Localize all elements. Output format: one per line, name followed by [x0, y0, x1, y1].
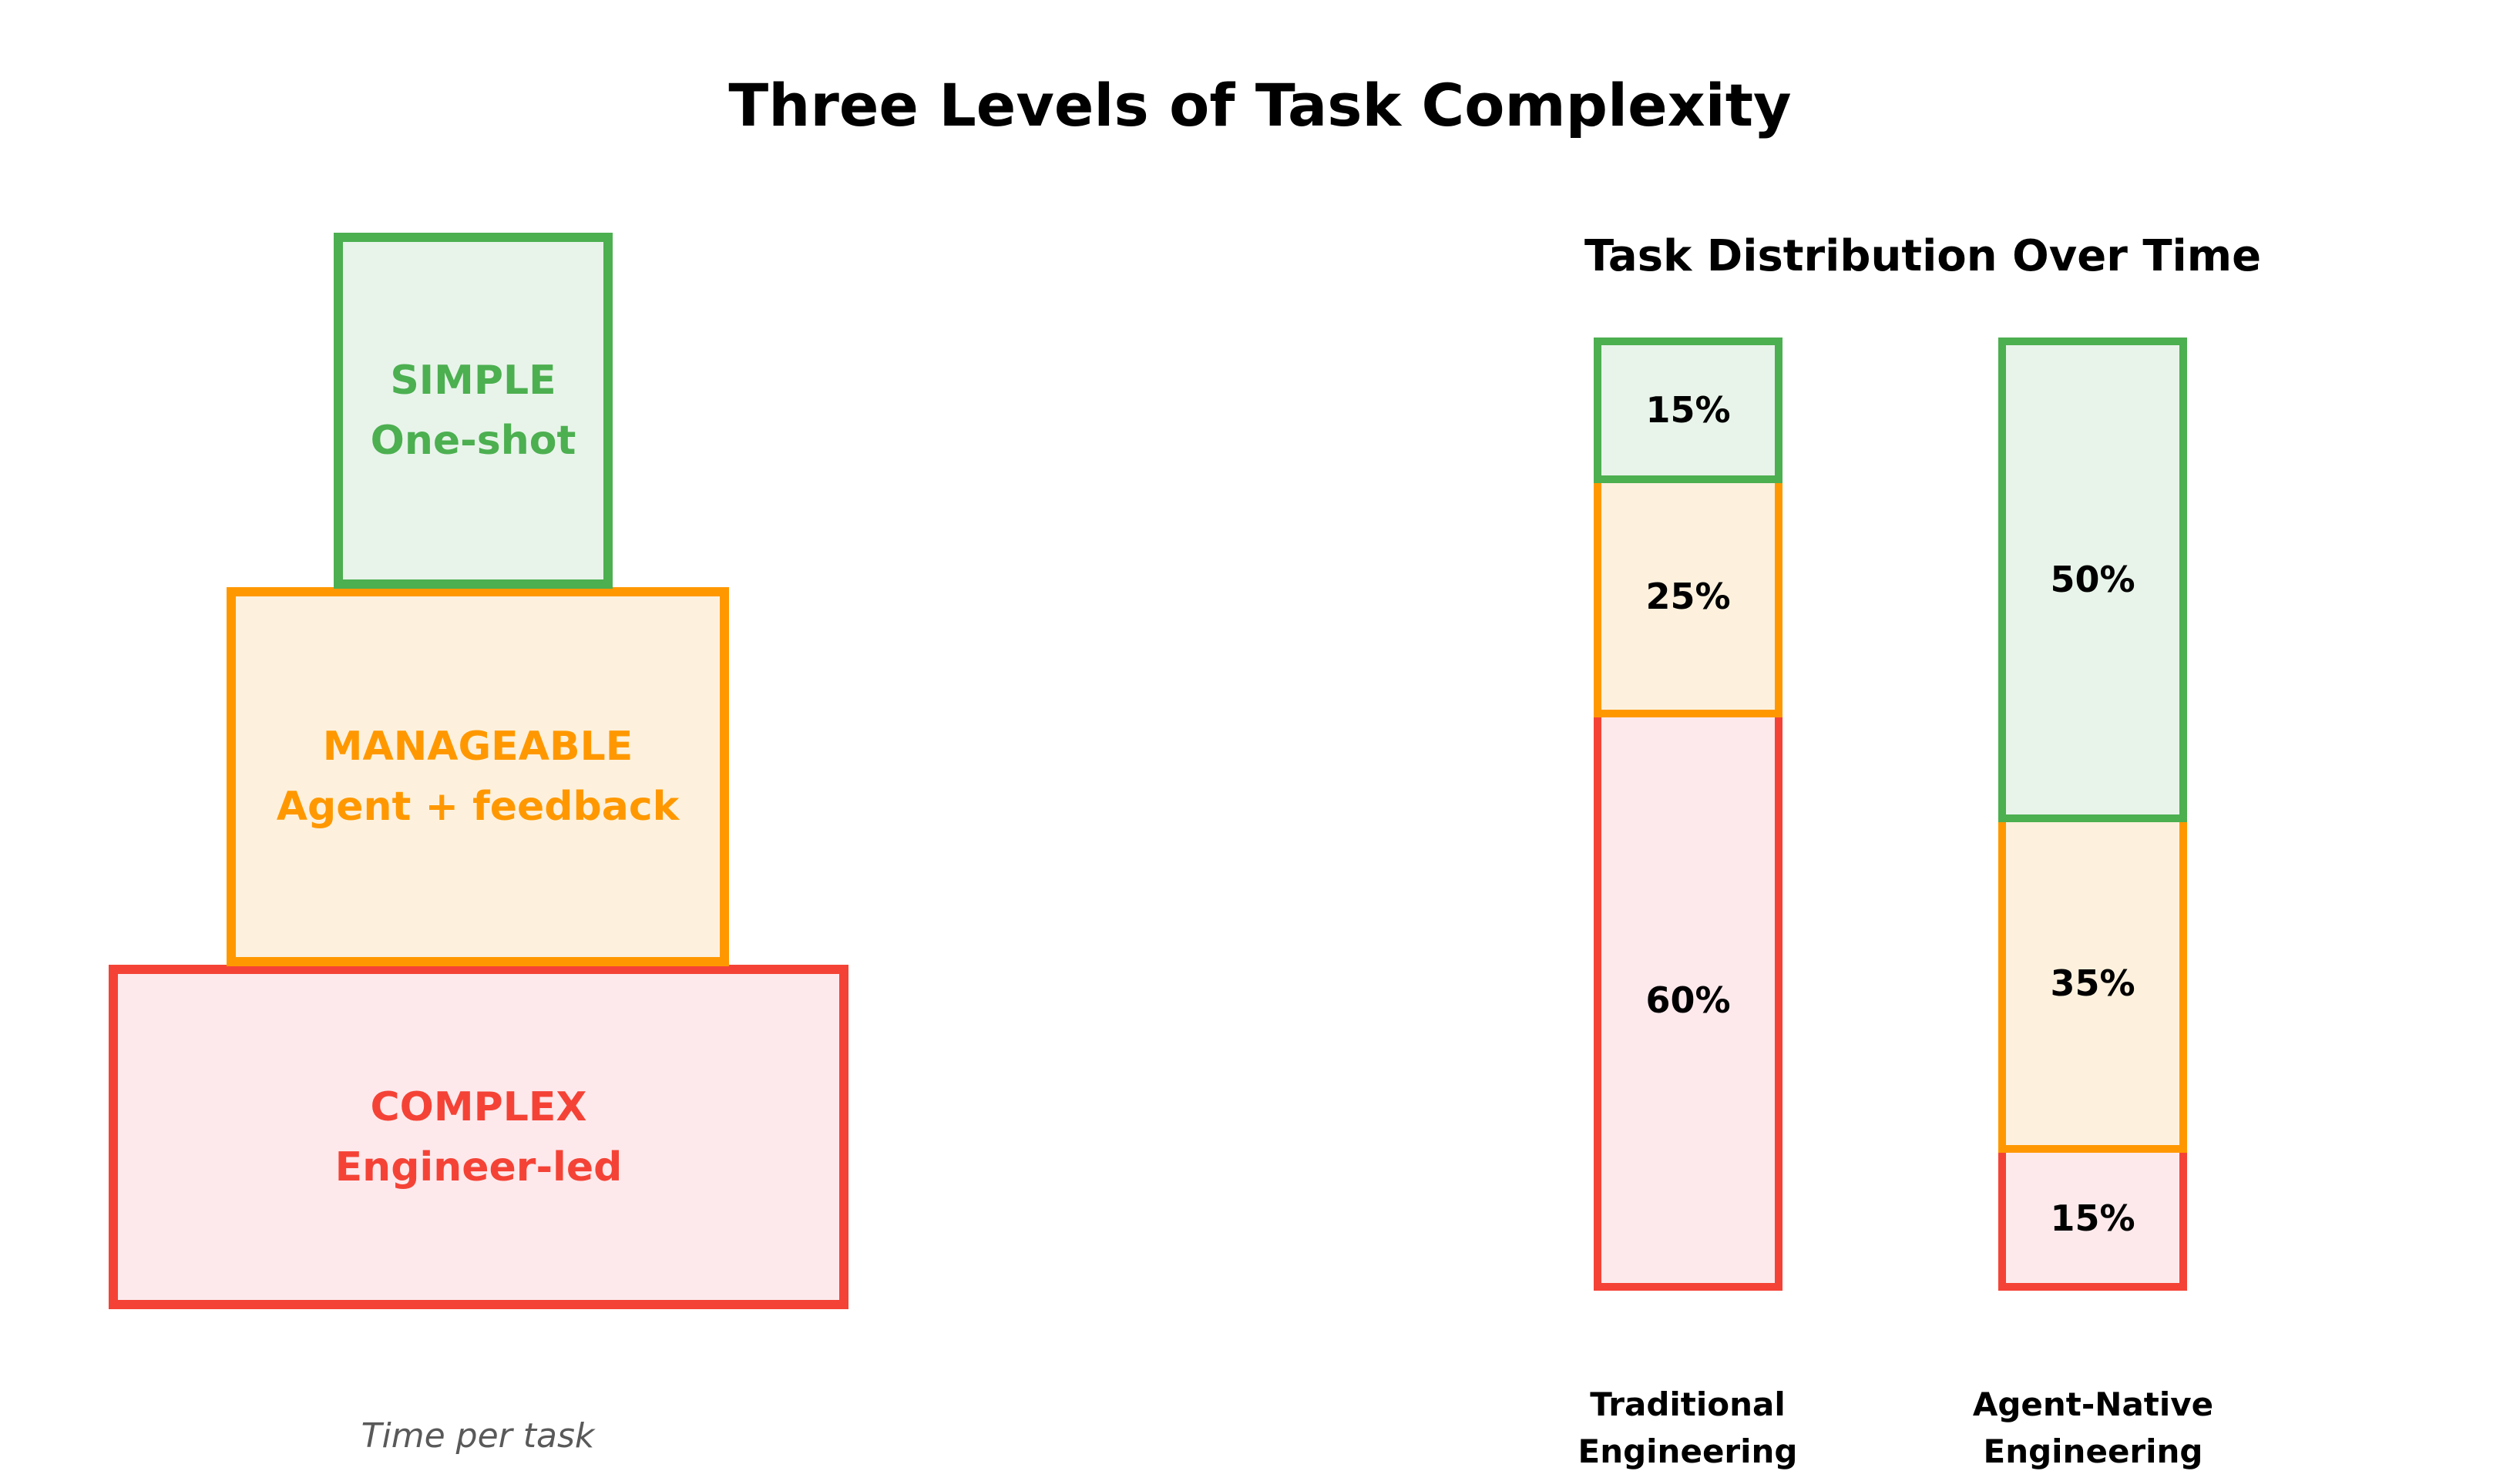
category-line1: Traditional: [1590, 1385, 1786, 1423]
category-line2: Engineering: [1578, 1432, 1798, 1470]
category-line2: Engineering: [1983, 1432, 2203, 1470]
bar-segment-manageable: 25%: [1594, 475, 1782, 717]
bar-segment-complex: 15%: [1998, 1145, 2187, 1291]
bar-traditional-engineering: 15% 25% 60%: [1594, 338, 1782, 1306]
segment-value-label: 15%: [2050, 1197, 2135, 1239]
segment-value-label: 35%: [2050, 962, 2135, 1005]
pyramid-level-simple: SIMPLE One-shot: [334, 233, 613, 589]
pyramid-level-complex-text: COMPLEX Engineer-led: [335, 1077, 623, 1197]
bar-segment-simple: 50%: [1998, 338, 2187, 822]
segment-value-label: 50%: [2050, 559, 2135, 601]
figure-title: Three Levels of Task Complexity: [728, 71, 1792, 139]
level-label: MANAGEABLE: [322, 724, 633, 770]
category-label-traditional: Traditional Engineering: [1449, 1382, 1927, 1471]
pyramid-level-complex: COMPLEX Engineer-led: [109, 965, 848, 1309]
level-label: COMPLEX: [370, 1083, 587, 1130]
segment-value-label: 25%: [1645, 575, 1731, 617]
level-sublabel: One-shot: [370, 418, 576, 464]
bar-segment-complex: 60%: [1594, 709, 1782, 1291]
bar-agent-native-engineering: 50% 35% 15%: [1998, 338, 2187, 1306]
category-label-agent-native: Agent-Native Engineering: [1854, 1382, 2332, 1471]
bar-segment-simple: 15%: [1594, 338, 1782, 483]
pyramid-level-manageable-text: MANAGEABLE Agent + feedback: [277, 717, 680, 837]
level-label: SIMPLE: [390, 358, 556, 404]
level-sublabel: Agent + feedback: [276, 784, 680, 830]
pyramid-level-manageable: MANAGEABLE Agent + feedback: [227, 587, 729, 966]
segment-value-label: 60%: [1645, 979, 1731, 1021]
chart-title: Task Distribution Over Time: [1584, 231, 2262, 281]
level-sublabel: Engineer-led: [334, 1144, 623, 1191]
bar-segment-manageable: 35%: [1998, 814, 2187, 1154]
category-line1: Agent-Native: [1972, 1385, 2214, 1423]
segment-value-label: 15%: [1645, 389, 1731, 432]
pyramid-level-simple-text: SIMPLE One-shot: [371, 351, 576, 471]
pyramid-caption: Time per task: [361, 1416, 595, 1456]
